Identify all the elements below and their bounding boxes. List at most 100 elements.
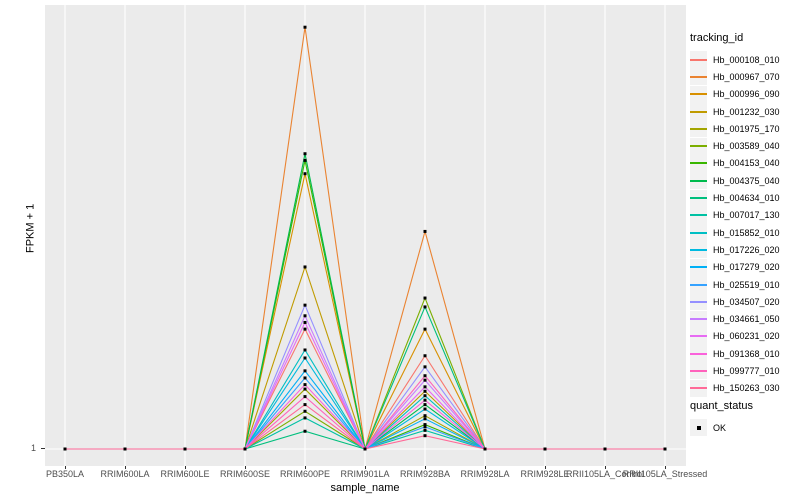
point-Hb_004375_040 xyxy=(303,152,307,156)
square-point-icon xyxy=(696,425,701,430)
x-tick-mark xyxy=(365,466,366,469)
legend-item-Hb_017226_020: Hb_017226_020 xyxy=(690,241,798,259)
line-swatch-icon xyxy=(690,179,707,182)
point-Hb_150263_030 xyxy=(243,447,247,451)
legend-item-label: Hb_150263_030 xyxy=(713,383,780,394)
legend-key xyxy=(690,154,707,172)
legend-item-label: Hb_004153_040 xyxy=(713,158,780,169)
x-tick-label-RRIM928BA: RRIM928BA xyxy=(399,469,451,479)
legend-item-label: Hb_099777_010 xyxy=(713,365,780,376)
line-swatch-icon xyxy=(690,58,707,61)
x-tick-mark xyxy=(545,466,546,469)
line-swatch-icon xyxy=(690,248,707,251)
legend-item-Hb_000967_070: Hb_000967_070 xyxy=(690,68,798,86)
legend-item-Hb_004153_040: Hb_004153_040 xyxy=(690,154,798,172)
line-swatch-icon xyxy=(690,231,707,234)
x-tick-label-RRIM600LA: RRIM600LA xyxy=(100,469,150,479)
legend-item-Hb_000108_010: Hb_000108_010 xyxy=(690,51,798,69)
point-Hb_007017_130 xyxy=(303,416,307,420)
legend-item-Hb_017279_020: Hb_017279_020 xyxy=(690,258,798,276)
legend-key xyxy=(690,345,707,363)
point-Hb_001232_030 xyxy=(303,265,307,269)
point-Hb_004375_040 xyxy=(423,403,427,407)
point-Hb_060231_020 xyxy=(423,385,427,389)
legend-item-Hb_001975_170: Hb_001975_170 xyxy=(690,120,798,138)
legend-key xyxy=(690,276,707,293)
legend-item-label: Hb_091368_010 xyxy=(713,348,780,359)
x-axis-title: sample_name xyxy=(330,482,400,494)
legend-key xyxy=(690,85,707,103)
legend-item-label: Hb_001232_030 xyxy=(713,106,780,117)
point-Hb_099777_010 xyxy=(303,395,307,399)
x-tick-mark xyxy=(605,466,606,469)
point-Hb_015852_010 xyxy=(303,348,307,352)
point-Hb_150263_030 xyxy=(363,447,367,451)
point-Hb_004634_010 xyxy=(423,305,427,309)
line-swatch-icon xyxy=(690,283,707,286)
legend-key xyxy=(690,293,707,311)
legend-item-label: Hb_003589_040 xyxy=(713,141,780,152)
x-tick-label-RRII105LA_Stressed: RRII105LA_Stressed xyxy=(622,469,708,479)
legend-item-label: Hb_015852_010 xyxy=(713,227,780,238)
legend-item-label: Hb_000996_090 xyxy=(713,89,780,100)
legend-item-label: Hb_004634_010 xyxy=(713,193,780,204)
point-Hb_150263_030 xyxy=(423,434,427,438)
legend-item-Hb_001232_030: Hb_001232_030 xyxy=(690,103,798,121)
x-tick-label-RRIM600LE: RRIM600LE xyxy=(160,469,210,479)
x-tick-mark xyxy=(245,466,246,469)
line-swatch-icon xyxy=(690,318,707,321)
legend-item-label: Hb_007017_130 xyxy=(713,210,780,221)
point-Hb_150263_030 xyxy=(303,403,307,407)
x-tick-mark xyxy=(485,466,486,469)
line-swatch-icon xyxy=(690,352,707,355)
y-tick-mark xyxy=(41,448,45,449)
point-Hb_000108_010 xyxy=(303,327,307,331)
x-tick-mark xyxy=(305,466,306,469)
point-Hb_017279_020 xyxy=(423,417,427,421)
point-Hb_060231_020 xyxy=(303,320,307,324)
x-tick-label-PB350LA: PB350LA xyxy=(45,469,85,479)
point-Hb_017226_020 xyxy=(423,407,427,411)
point-Hb_015852_010 xyxy=(423,394,427,398)
legend-item-Hb_025519_010: Hb_025519_010 xyxy=(690,276,798,293)
point-Hb_034661_050 xyxy=(303,314,307,318)
point-Hb_091368_010 xyxy=(303,383,307,387)
point-Hb_025519_010 xyxy=(303,376,307,380)
point-Hb_000967_070 xyxy=(423,229,427,233)
point-Hb_150263_030 xyxy=(603,447,607,451)
line-swatch-icon xyxy=(690,197,707,200)
legend-item-Hb_034661_050: Hb_034661_050 xyxy=(690,310,798,328)
x-tick-label-RRIM600SE: RRIM600SE xyxy=(219,469,271,479)
legend-item-label: Hb_060231_020 xyxy=(713,331,780,342)
legend-key xyxy=(690,189,707,207)
point-Hb_099777_010 xyxy=(423,374,427,378)
legend-key xyxy=(690,310,707,328)
legend-item-Hb_091368_010: Hb_091368_010 xyxy=(690,345,798,363)
point-Hb_150263_030 xyxy=(663,447,667,451)
point-Hb_150263_030 xyxy=(543,447,547,451)
point-Hb_034507_020 xyxy=(423,365,427,369)
y-tick-label: 1 xyxy=(30,443,36,453)
x-tick-mark xyxy=(185,466,186,469)
legend-item-Hb_004634_010: Hb_004634_010 xyxy=(690,189,798,207)
x-tick-label-RRIM928LA: RRIM928LA xyxy=(460,469,510,479)
legend-item-label: Hb_001975_170 xyxy=(713,123,780,134)
point-Hb_004153_040 xyxy=(303,158,307,162)
ok-point-key xyxy=(690,419,707,437)
legend-key xyxy=(690,241,707,259)
point-Hb_000108_010 xyxy=(423,354,427,358)
point-Hb_091368_010 xyxy=(423,398,427,402)
legend-item-Hb_099777_010: Hb_099777_010 xyxy=(690,362,798,380)
legend-key xyxy=(690,103,707,121)
point-Hb_025519_010 xyxy=(423,425,427,429)
legend-key xyxy=(690,327,707,345)
y-axis-title: FPKM + 1 xyxy=(24,203,37,253)
line-swatch-icon xyxy=(690,369,707,372)
legend-item-label: Hb_034661_050 xyxy=(713,314,780,325)
point-Hb_001975_170 xyxy=(423,414,427,418)
point-Hb_150263_030 xyxy=(123,447,127,451)
legend-item-ok: OK xyxy=(690,419,798,437)
legend-item-Hb_007017_130: Hb_007017_130 xyxy=(690,206,798,224)
point-Hb_034507_020 xyxy=(303,303,307,307)
